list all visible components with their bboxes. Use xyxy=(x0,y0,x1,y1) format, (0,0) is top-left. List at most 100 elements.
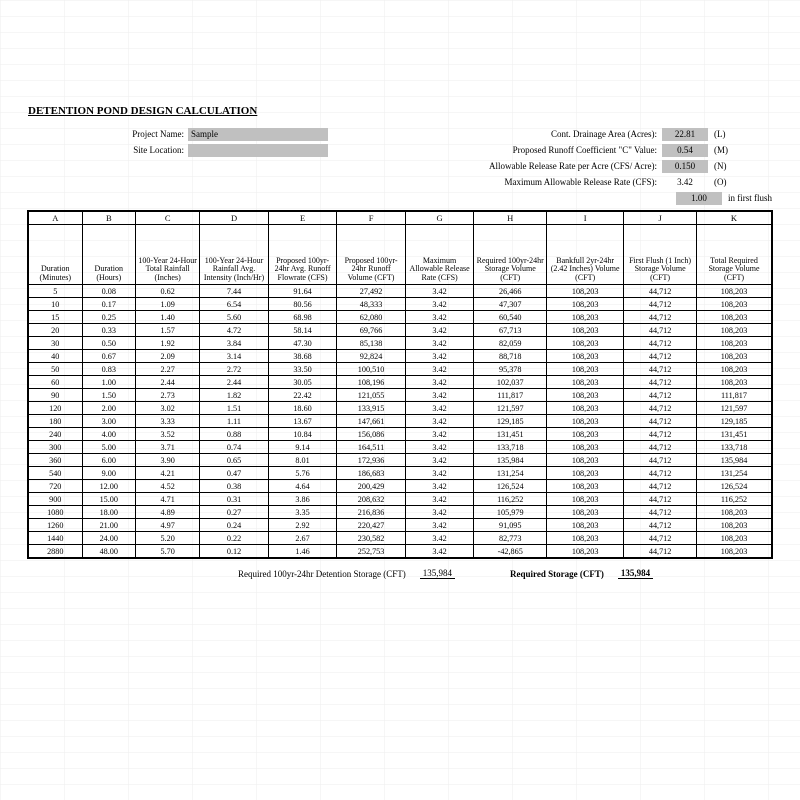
table-cell[interactable]: 5.70 xyxy=(136,545,200,558)
table-cell[interactable]: 0.74 xyxy=(200,441,269,454)
table-cell[interactable]: 26,466 xyxy=(474,285,547,298)
table-cell[interactable]: 20 xyxy=(29,324,83,337)
table-cell[interactable]: 44,712 xyxy=(624,285,697,298)
table-cell[interactable]: 0.62 xyxy=(136,285,200,298)
table-cell[interactable]: 2.09 xyxy=(136,350,200,363)
table-cell[interactable]: 44,712 xyxy=(624,454,697,467)
table-cell[interactable]: 0.67 xyxy=(82,350,136,363)
table-cell[interactable]: 44,712 xyxy=(624,337,697,350)
table-cell[interactable]: 156,086 xyxy=(337,428,406,441)
table-cell[interactable]: 116,252 xyxy=(474,493,547,506)
table-cell[interactable]: 30.05 xyxy=(268,376,337,389)
release-per-acre-input[interactable]: 0.150 xyxy=(662,160,708,173)
c-value-input[interactable]: 0.54 xyxy=(662,144,708,157)
table-cell[interactable]: 10.84 xyxy=(268,428,337,441)
table-cell[interactable]: 0.22 xyxy=(200,532,269,545)
table-cell[interactable]: 121,055 xyxy=(337,389,406,402)
table-cell[interactable]: 108,203 xyxy=(697,324,772,337)
table-cell[interactable]: 4.64 xyxy=(268,480,337,493)
table-cell[interactable]: 44,712 xyxy=(624,298,697,311)
table-cell[interactable]: 85,138 xyxy=(337,337,406,350)
table-cell[interactable]: 0.24 xyxy=(200,519,269,532)
table-cell[interactable]: 252,753 xyxy=(337,545,406,558)
table-cell[interactable]: 1.82 xyxy=(200,389,269,402)
table-cell[interactable]: 108,203 xyxy=(547,285,624,298)
table-cell[interactable]: 44,712 xyxy=(624,324,697,337)
table-cell[interactable]: 44,712 xyxy=(624,532,697,545)
table-cell[interactable]: 68.98 xyxy=(268,311,337,324)
table-cell[interactable]: 92,824 xyxy=(337,350,406,363)
table-cell[interactable]: 120 xyxy=(29,402,83,415)
table-cell[interactable]: 30 xyxy=(29,337,83,350)
table-cell[interactable]: 44,712 xyxy=(624,415,697,428)
table-cell[interactable]: 135,984 xyxy=(474,454,547,467)
table-cell[interactable]: 108,203 xyxy=(547,324,624,337)
table-cell[interactable]: 4.89 xyxy=(136,506,200,519)
table-cell[interactable]: 720 xyxy=(29,480,83,493)
table-cell[interactable]: 3.42 xyxy=(405,402,474,415)
table-cell[interactable]: 164,511 xyxy=(337,441,406,454)
table-cell[interactable]: 111,817 xyxy=(697,389,772,402)
table-cell[interactable]: 108,203 xyxy=(547,506,624,519)
table-cell[interactable]: 88,718 xyxy=(474,350,547,363)
table-cell[interactable]: 1.50 xyxy=(82,389,136,402)
table-cell[interactable]: -42,865 xyxy=(474,545,547,558)
table-cell[interactable]: 108,203 xyxy=(697,363,772,376)
table-cell[interactable]: 9.14 xyxy=(268,441,337,454)
table-cell[interactable]: 0.88 xyxy=(200,428,269,441)
table-cell[interactable]: 216,836 xyxy=(337,506,406,519)
table-cell[interactable]: 133,915 xyxy=(337,402,406,415)
table-cell[interactable]: 5.60 xyxy=(200,311,269,324)
table-cell[interactable]: 186,683 xyxy=(337,467,406,480)
table-cell[interactable]: 0.17 xyxy=(82,298,136,311)
table-cell[interactable]: 3.42 xyxy=(405,389,474,402)
table-cell[interactable]: 3.14 xyxy=(200,350,269,363)
table-cell[interactable]: 90 xyxy=(29,389,83,402)
table-cell[interactable]: 3.33 xyxy=(136,415,200,428)
table-cell[interactable]: 3.42 xyxy=(405,493,474,506)
table-cell[interactable]: 33.50 xyxy=(268,363,337,376)
table-cell[interactable]: 131,451 xyxy=(697,428,772,441)
table-cell[interactable]: 108,203 xyxy=(547,350,624,363)
table-cell[interactable]: 0.47 xyxy=(200,467,269,480)
table-cell[interactable]: 4.00 xyxy=(82,428,136,441)
table-cell[interactable]: 5 xyxy=(29,285,83,298)
table-cell[interactable]: 1260 xyxy=(29,519,83,532)
table-cell[interactable]: 121,597 xyxy=(697,402,772,415)
table-cell[interactable]: 80.56 xyxy=(268,298,337,311)
table-cell[interactable]: 22.42 xyxy=(268,389,337,402)
table-cell[interactable]: 0.33 xyxy=(82,324,136,337)
table-cell[interactable]: 38.68 xyxy=(268,350,337,363)
table-cell[interactable]: 3.42 xyxy=(405,506,474,519)
table-cell[interactable]: 5.76 xyxy=(268,467,337,480)
table-cell[interactable]: 108,203 xyxy=(697,506,772,519)
table-cell[interactable]: 67,713 xyxy=(474,324,547,337)
table-cell[interactable]: 4.71 xyxy=(136,493,200,506)
table-cell[interactable]: 2.67 xyxy=(268,532,337,545)
table-cell[interactable]: 1.09 xyxy=(136,298,200,311)
table-cell[interactable]: 2.44 xyxy=(200,376,269,389)
table-cell[interactable]: 50 xyxy=(29,363,83,376)
table-cell[interactable]: 108,203 xyxy=(697,532,772,545)
table-cell[interactable]: 47,307 xyxy=(474,298,547,311)
table-cell[interactable]: 240 xyxy=(29,428,83,441)
table-cell[interactable]: 108,203 xyxy=(547,428,624,441)
table-cell[interactable]: 1080 xyxy=(29,506,83,519)
table-cell[interactable]: 0.31 xyxy=(200,493,269,506)
table-cell[interactable]: 5.20 xyxy=(136,532,200,545)
table-cell[interactable]: 44,712 xyxy=(624,311,697,324)
table-cell[interactable]: 60 xyxy=(29,376,83,389)
table-cell[interactable]: 2.72 xyxy=(200,363,269,376)
table-cell[interactable]: 540 xyxy=(29,467,83,480)
table-cell[interactable]: 108,203 xyxy=(547,454,624,467)
table-cell[interactable]: 6.54 xyxy=(200,298,269,311)
table-cell[interactable]: 82,773 xyxy=(474,532,547,545)
table-cell[interactable]: 129,185 xyxy=(474,415,547,428)
table-cell[interactable]: 18.60 xyxy=(268,402,337,415)
table-cell[interactable]: 2.92 xyxy=(268,519,337,532)
table-cell[interactable]: 2880 xyxy=(29,545,83,558)
table-cell[interactable]: 18.00 xyxy=(82,506,136,519)
table-cell[interactable]: 220,427 xyxy=(337,519,406,532)
table-cell[interactable]: 108,203 xyxy=(697,337,772,350)
table-cell[interactable]: 108,203 xyxy=(547,363,624,376)
